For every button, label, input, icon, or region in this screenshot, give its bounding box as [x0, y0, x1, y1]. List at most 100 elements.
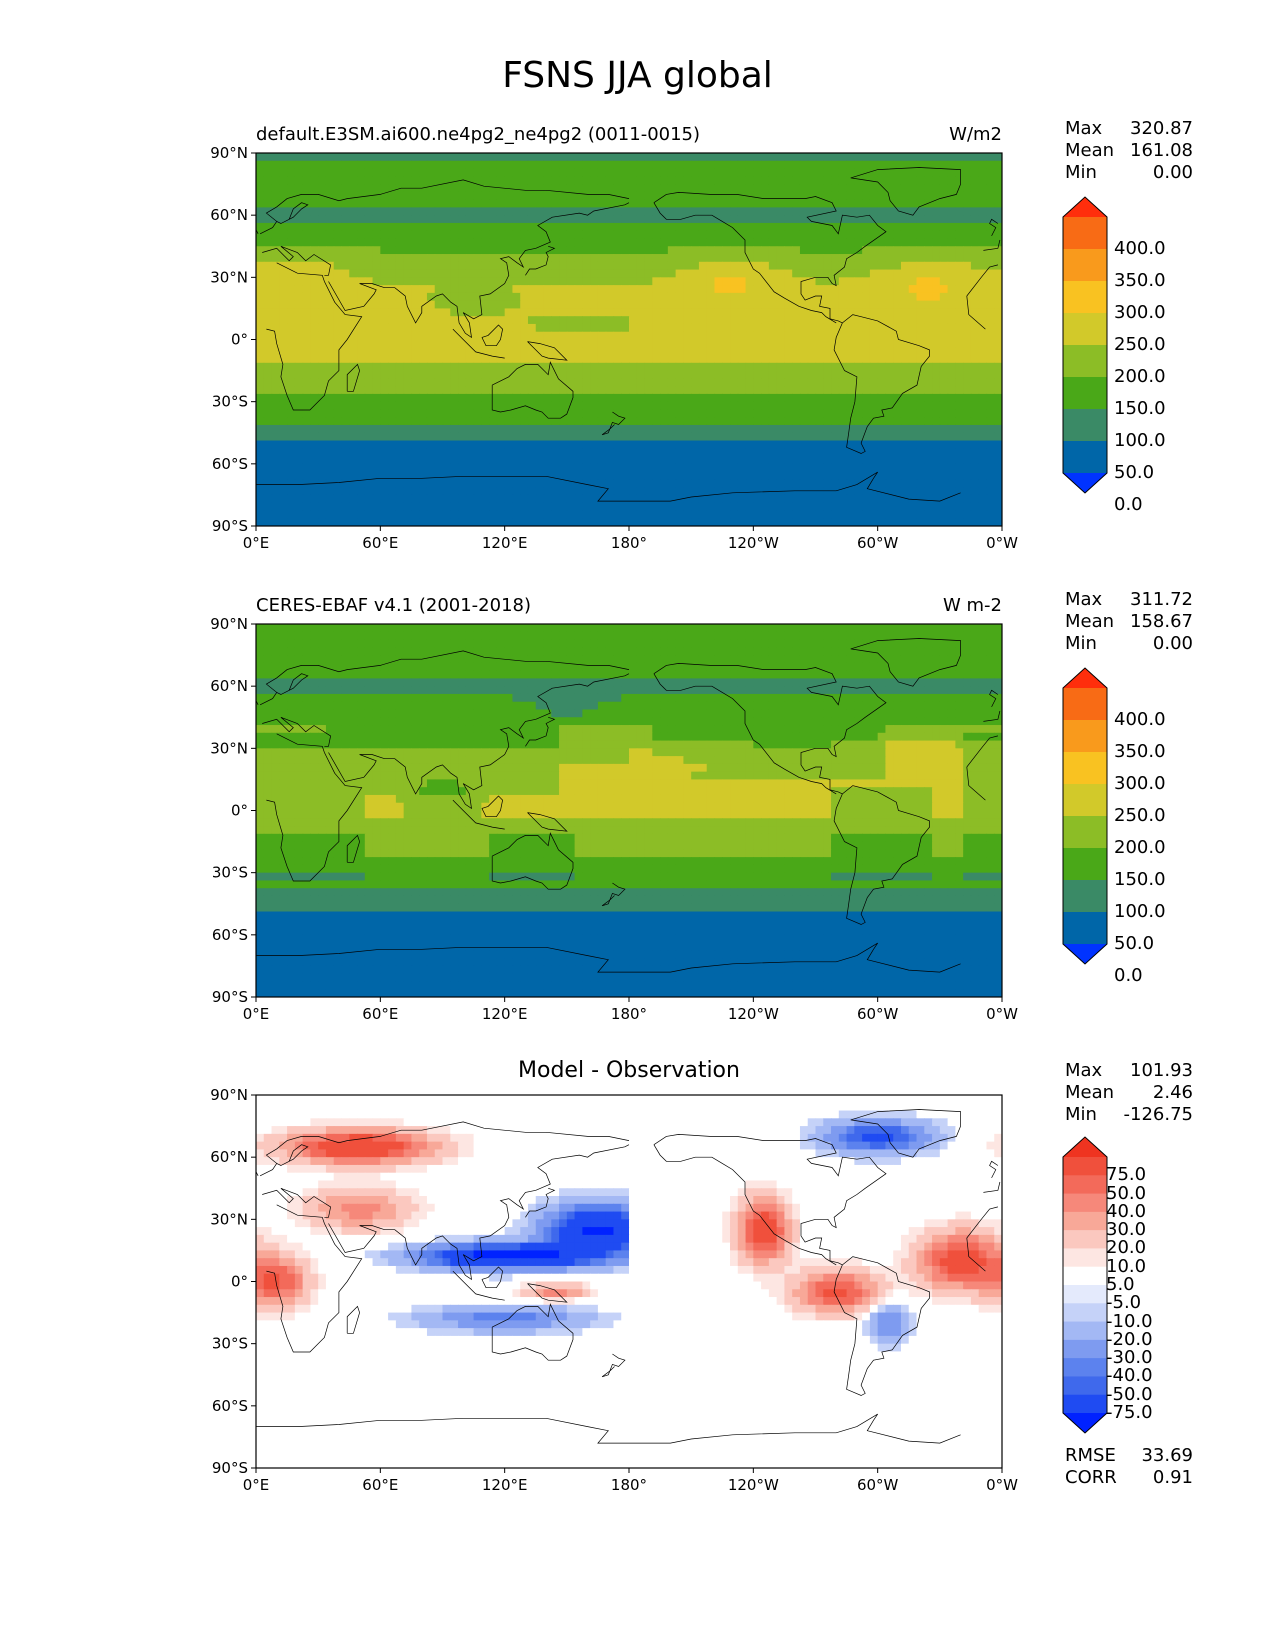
field-cell [504, 639, 514, 648]
stat-max-row: Max 101.93 [1065, 1060, 1193, 1081]
colorbar-segment [1063, 784, 1107, 817]
field-cell [792, 624, 801, 633]
field-cell [854, 624, 863, 633]
field-cell [574, 624, 583, 633]
field-cell [761, 631, 770, 641]
field-cell [924, 631, 933, 641]
colorbar-segment [1063, 1175, 1107, 1195]
field-cell [885, 624, 894, 633]
stat-min-row: Min 0.00 [1065, 633, 1193, 654]
field-cell [644, 631, 653, 641]
diff-metrics: RMSE 33.69 CORR 0.91 [1065, 1445, 1193, 1489]
field-cell [799, 624, 809, 633]
field-cell [652, 624, 661, 633]
colorbar-segment [1063, 688, 1107, 721]
colorbar-segment [1063, 1394, 1107, 1414]
colorbar-segment [1063, 1285, 1107, 1304]
field-cell [473, 624, 482, 633]
field-cell [333, 639, 343, 648]
field-cell [683, 631, 692, 641]
field-cell [442, 631, 451, 641]
field-cell [481, 624, 490, 633]
colorbar-label: 250.0 [1114, 805, 1166, 826]
field-cell [395, 631, 405, 641]
map-frame-1: 90°N60°N30°N0°30°S60°S90°S0°E 60°E 120°E 18… [210, 615, 1018, 1023]
field-cell [380, 639, 389, 648]
field-cell [364, 639, 374, 648]
field-cell [885, 631, 894, 641]
field-cell [302, 624, 311, 633]
field-cell [714, 624, 723, 633]
field-cell [963, 631, 972, 641]
field-cell [442, 624, 451, 633]
field-cell [527, 639, 537, 648]
field-cell [714, 631, 723, 641]
field-cell [660, 631, 669, 641]
field-cell [419, 631, 428, 641]
field-cell [426, 639, 436, 648]
field-cell [496, 631, 506, 641]
colorbar-segment [1063, 1321, 1107, 1341]
colorbar-label: 20.0 [1106, 1237, 1147, 1259]
colorbar-label: 40.0 [1106, 1200, 1147, 1222]
field-cell [621, 631, 630, 641]
field-cell [660, 624, 669, 633]
colorbar-segment [1063, 1376, 1107, 1396]
field-cell [776, 631, 786, 641]
field-cell [753, 624, 762, 633]
field-cell [333, 631, 343, 641]
obs-subtitle: CERES-EBAF v4.1 (2001-2018) [256, 595, 532, 616]
colorbar-segment [1063, 752, 1107, 785]
field-cell [566, 624, 576, 633]
field-cell [310, 624, 319, 633]
field-cell [846, 631, 855, 641]
field-cell [450, 631, 459, 641]
field-cell [520, 631, 529, 641]
field-cell [465, 624, 475, 633]
field-cell [737, 631, 747, 641]
field-cell [939, 624, 949, 633]
field-cell [792, 631, 801, 641]
colorbar-label: 0.0 [1114, 494, 1143, 515]
stat-mean-row: Mean 158.67 [1065, 611, 1193, 632]
colorbar-extend-min [1063, 473, 1107, 493]
field-cell [411, 639, 420, 648]
field-cell [823, 631, 832, 641]
field-cell [364, 631, 374, 641]
field-cell [504, 631, 514, 641]
field-cell [994, 631, 1002, 641]
field-cell [675, 631, 684, 641]
field-cell [862, 624, 871, 633]
field-cell [831, 624, 840, 633]
field-cell [629, 624, 638, 633]
field-cell [256, 624, 265, 633]
colorbar-segment [1063, 816, 1107, 849]
field-cell [364, 624, 374, 633]
field-cell [667, 624, 677, 633]
field-cell [310, 639, 319, 648]
stat-mean-row: Mean 2.46 [1065, 1082, 1193, 1103]
diff-stats: Max 101.93 Mean 2.46 Min -126.75 [1065, 1060, 1193, 1126]
colorbar-label: -40.0 [1106, 1365, 1153, 1387]
field-cell [388, 624, 397, 633]
field-cell [450, 639, 459, 648]
field-cell [908, 631, 918, 641]
colorbar-label: 50.0 [1114, 933, 1155, 954]
field-cell [333, 624, 343, 633]
colorbar-segment [1063, 1157, 1107, 1176]
stat-max-row: Max 311.72 [1065, 589, 1193, 610]
field-cell [963, 624, 972, 633]
field-cell [597, 624, 607, 633]
field-cell [986, 631, 995, 641]
field-cell [590, 624, 599, 633]
field-cell [380, 624, 389, 633]
field-cell [551, 631, 560, 641]
field-cell [621, 624, 630, 633]
field-cell [434, 624, 444, 633]
colorbar-label: -50.0 [1106, 1383, 1153, 1405]
field-cell [388, 639, 397, 648]
field-cell [527, 631, 537, 641]
colorbar-segment [1063, 1339, 1107, 1359]
field-cell [256, 631, 265, 641]
field-cell [869, 624, 879, 633]
